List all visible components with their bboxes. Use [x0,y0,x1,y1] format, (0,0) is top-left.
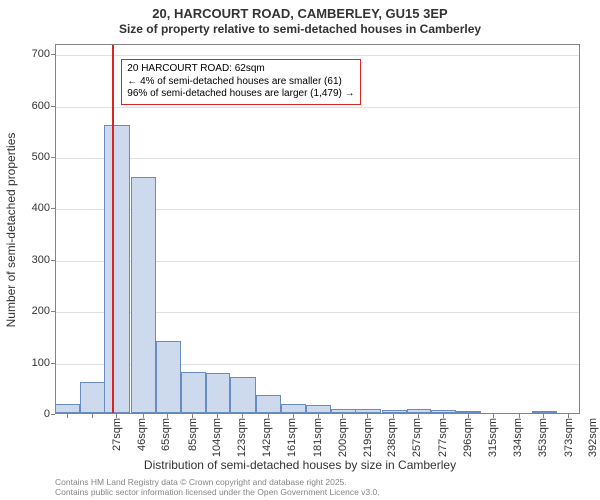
x-tick-label: 200sqm [337,418,349,458]
plot-area: 20 HARCOURT ROAD: 62sqm← 4% of semi-deta… [55,44,580,414]
x-tick-label: 257sqm [411,418,423,458]
annotation-line3: 96% of semi-detached houses are larger (… [127,88,354,101]
histogram-bar [306,405,331,413]
x-tick-label: 142sqm [261,418,273,458]
x-tick-mark [519,414,520,418]
histogram-bar [131,177,156,413]
histogram-bar [355,409,381,413]
x-tick-label: 373sqm [563,418,575,458]
y-tick-mark [51,157,55,158]
y-tick-label: 200 [10,305,50,317]
x-tick-mark [318,414,319,418]
x-tick-label: 353sqm [537,418,549,458]
x-tick-mark [116,414,117,418]
histogram-bar [532,411,557,413]
y-tick-label: 400 [10,202,50,214]
x-tick-mark [268,414,269,418]
annotation-line1: 20 HARCOURT ROAD: 62sqm [127,63,354,76]
x-tick-mark [92,414,93,418]
y-tick-label: 0 [10,408,50,420]
histogram-bar [456,411,481,413]
y-tick-mark [51,54,55,55]
x-tick-label: 46sqm [136,418,148,458]
histogram-bar [104,125,130,413]
gridline [56,55,579,56]
y-tick-mark [51,106,55,107]
histogram-bar [431,410,456,413]
y-tick-label: 500 [10,151,50,163]
y-tick-mark [51,311,55,312]
x-tick-label: 161sqm [286,418,298,458]
histogram-bar [55,404,80,413]
x-tick-label: 238sqm [386,418,398,458]
histogram-bar [80,382,105,413]
x-tick-label: 123sqm [236,418,248,458]
histogram-bar [181,372,206,413]
histogram-bar [281,404,306,413]
gridline [56,158,579,159]
x-tick-mark [568,414,569,418]
x-tick-label: 315sqm [487,418,499,458]
x-tick-mark [443,414,444,418]
gridline [56,107,579,108]
x-axis-label: Distribution of semi-detached houses by … [0,458,600,472]
x-tick-label: 296sqm [462,418,474,458]
property-marker-line [112,45,114,413]
x-tick-mark [543,414,544,418]
x-tick-label: 27sqm [111,418,123,458]
footnote-line1: Contains HM Land Registry data © Crown c… [55,477,347,487]
annotation-box: 20 HARCOURT ROAD: 62sqm← 4% of semi-deta… [121,59,360,105]
x-tick-mark [293,414,294,418]
y-tick-label: 100 [10,357,50,369]
y-tick-label: 600 [10,100,50,112]
x-tick-mark [418,414,419,418]
y-tick-mark [51,414,55,415]
x-tick-label: 65sqm [160,418,172,458]
chart-title-line1: 20, HARCOURT ROAD, CAMBERLEY, GU15 3EP [0,6,600,21]
y-tick-label: 700 [10,48,50,60]
histogram-bar [206,373,231,413]
property-size-histogram: 20, HARCOURT ROAD, CAMBERLEY, GU15 3EP S… [0,0,600,500]
y-tick-mark [51,208,55,209]
chart-title-line2: Size of property relative to semi-detach… [0,22,600,36]
x-tick-mark [468,414,469,418]
histogram-bar [382,410,407,413]
x-tick-mark [143,414,144,418]
histogram-bar [256,395,281,413]
x-tick-label: 392sqm [587,418,599,458]
x-tick-label: 334sqm [512,418,524,458]
x-tick-mark [217,414,218,418]
histogram-bar [156,341,181,413]
x-tick-label: 85sqm [187,418,199,458]
x-tick-mark [393,414,394,418]
annotation-line2: ← 4% of semi-detached houses are smaller… [127,76,354,89]
x-tick-mark [242,414,243,418]
x-tick-mark [342,414,343,418]
y-tick-mark [51,260,55,261]
x-tick-label: 104sqm [211,418,223,458]
y-tick-label: 300 [10,254,50,266]
x-tick-label: 277sqm [437,418,449,458]
x-tick-mark [67,414,68,418]
footnote-line2: Contains public sector information licen… [55,487,380,497]
histogram-bar [331,409,356,413]
histogram-bar [407,409,432,413]
x-tick-label: 181sqm [312,418,324,458]
x-tick-mark [493,414,494,418]
histogram-bar [230,377,256,413]
x-tick-label: 219sqm [362,418,374,458]
x-tick-mark [367,414,368,418]
y-tick-mark [51,363,55,364]
x-tick-mark [167,414,168,418]
x-tick-mark [192,414,193,418]
